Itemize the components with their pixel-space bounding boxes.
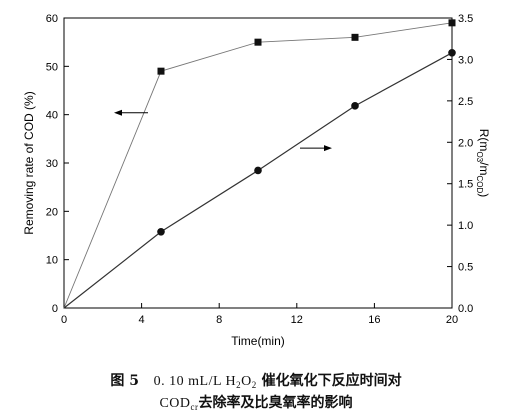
plot-frame <box>63 17 453 309</box>
x-tick-label: 12 <box>291 314 303 326</box>
y-right-tick-label: 1.0 <box>458 220 473 232</box>
y-left-tick-label: 10 <box>46 255 58 267</box>
x-tick-label: 8 <box>216 314 222 326</box>
annotation-layer <box>114 109 332 152</box>
chart: 0 4 8 12 16 20 0 10 20 30 40 50 60 0.0 0.5 1.0 1.5 2.0 2.5… <box>22 13 491 348</box>
series-1-point <box>157 67 165 75</box>
y-right-tick-label: 2.0 <box>458 137 473 149</box>
y-left-axis-title: Removing rate of COD (%) <box>22 91 36 234</box>
figure-caption-line1: 图 5 0. 10 mL/L H2O2 催化氧化下反应时间对 <box>0 370 512 390</box>
series-2-point <box>254 166 262 175</box>
arrow-left-head <box>114 109 122 116</box>
caption-concentration: 0. 10 mL/L H2O2 <box>153 374 257 390</box>
y-right-tick-label: 1.5 <box>458 179 473 191</box>
y-left-tick-label: 20 <box>46 206 58 218</box>
x-tick-label: 4 <box>139 314 145 326</box>
series-1-point <box>254 38 262 46</box>
figure-caption-line2: CODcr去除率及比臭氧率的影响 <box>0 392 512 412</box>
y-right-axis-title: R(mO3/mCOD) <box>475 129 491 197</box>
y-right-tick-label: 0.5 <box>458 262 473 274</box>
series-1-point <box>351 33 359 41</box>
figure-label: 图 5 <box>110 373 139 389</box>
y-right-tick-label: 3.0 <box>458 54 473 66</box>
caption-text-cn1: 催化氧化下反应时间对 <box>261 373 402 389</box>
caption-cod: CODcr <box>159 396 199 412</box>
y-right-tick-label: 2.5 <box>458 96 473 108</box>
x-tick-label: 16 <box>368 314 380 326</box>
y-left-tick-label: 0 <box>52 303 58 315</box>
y-left-tick-label: 60 <box>46 13 58 25</box>
y-right-tick-label: 0.0 <box>458 303 473 315</box>
series-layer <box>63 19 456 309</box>
caption-text-cn2: 去除率及比臭氧率的影响 <box>198 395 353 411</box>
ticks-layer: 0 4 8 12 16 20 0 10 20 30 40 50 60 0.0 0.5 1.0 1.5 2.0 2.5… <box>46 13 474 326</box>
series-2-line <box>63 52 453 309</box>
x-tick-label: 0 <box>61 314 67 326</box>
y-left-tick-label: 30 <box>46 158 58 170</box>
y-left-tick-label: 50 <box>46 61 58 73</box>
y-left-tick-label: 40 <box>46 110 58 122</box>
series-2-point <box>448 49 456 57</box>
series-1-point <box>448 19 456 27</box>
series-1-line <box>63 22 453 309</box>
y-right-tick-label: 3.5 <box>458 13 473 25</box>
x-tick-label: 20 <box>446 314 458 326</box>
arrow-right-head <box>324 145 332 152</box>
x-axis-title: Time(min) <box>231 334 285 348</box>
series-2-point <box>351 102 359 110</box>
series-2-point <box>157 227 165 236</box>
